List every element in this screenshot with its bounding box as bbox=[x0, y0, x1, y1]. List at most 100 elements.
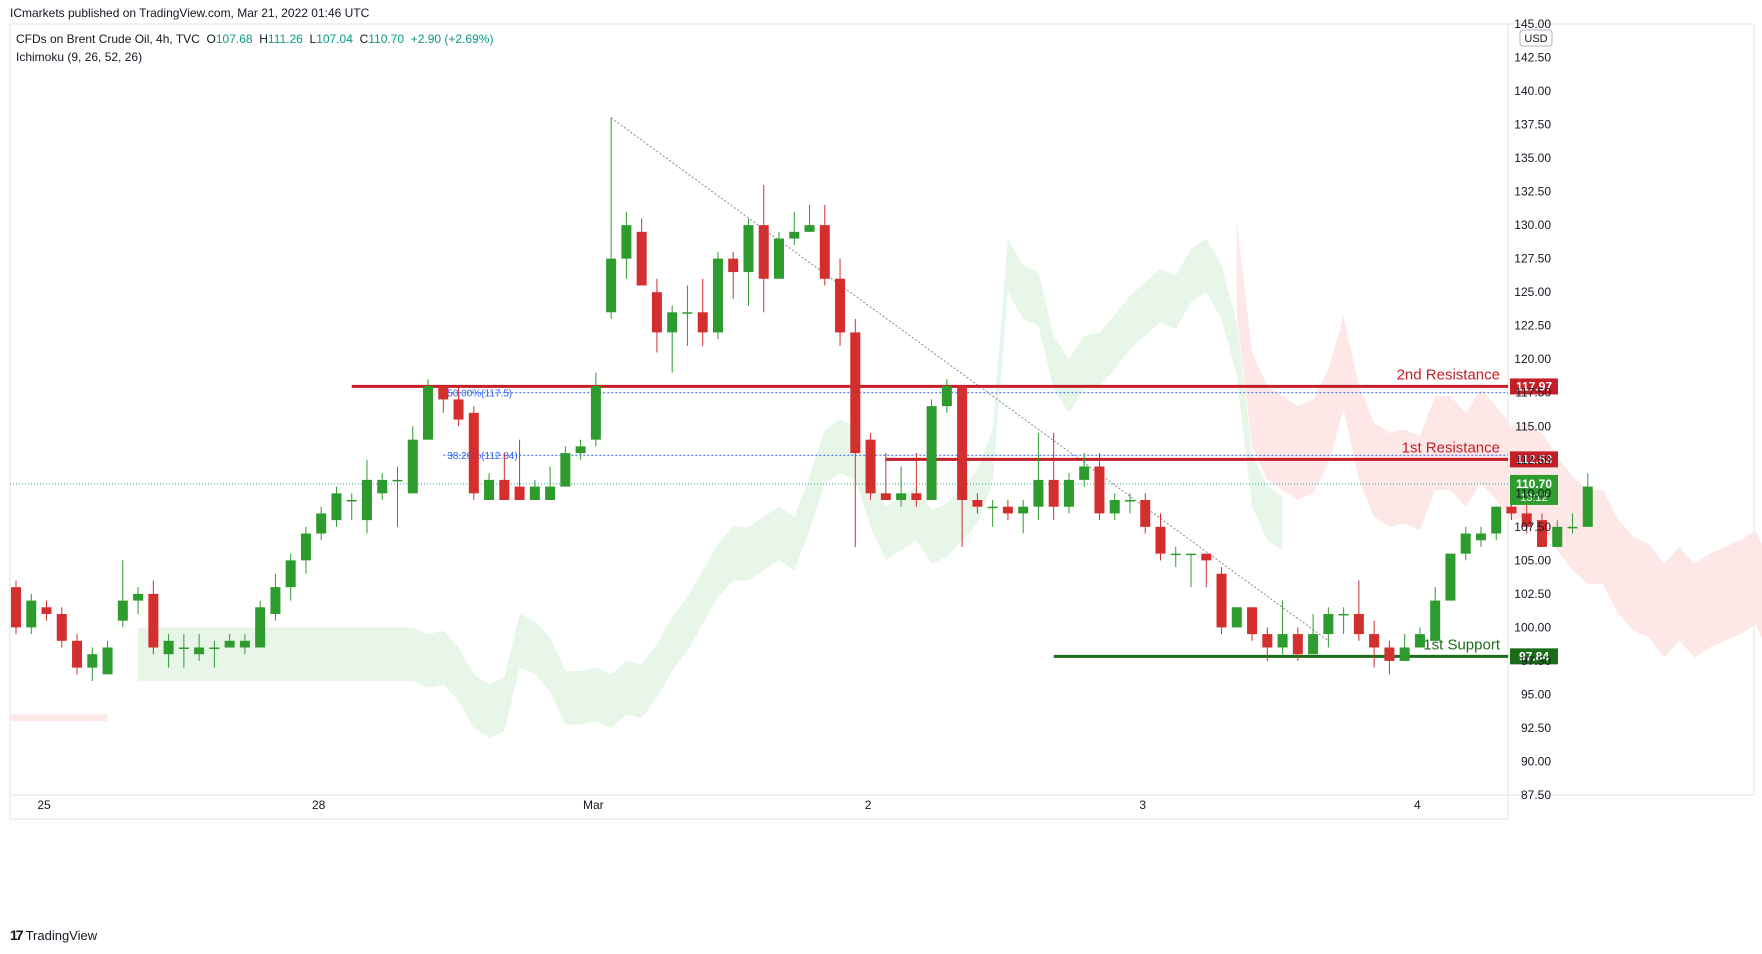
x-tick-label: 3 bbox=[1139, 798, 1146, 812]
candle-body bbox=[1445, 553, 1456, 601]
candle-body bbox=[850, 332, 861, 454]
candle bbox=[621, 211, 632, 279]
time-axis-frame bbox=[9, 794, 1509, 820]
candle-body bbox=[941, 386, 952, 407]
candle-body bbox=[957, 386, 968, 501]
y-tick-label: 135.00 bbox=[1514, 151, 1551, 165]
high-value: 111.26 bbox=[267, 32, 303, 46]
candle-body bbox=[1521, 513, 1532, 527]
candle bbox=[1247, 607, 1258, 641]
candle-body bbox=[423, 386, 434, 440]
x-tick-label: 25 bbox=[37, 798, 51, 812]
candle bbox=[1170, 546, 1181, 568]
fib-label: 38.20%(112.84) bbox=[447, 451, 517, 462]
candle bbox=[606, 117, 617, 319]
candle bbox=[1475, 526, 1486, 547]
candle bbox=[1292, 627, 1303, 661]
candle-body bbox=[1216, 573, 1227, 628]
candle bbox=[972, 493, 983, 514]
candle bbox=[1155, 513, 1166, 561]
tradingview-logo-icon: 17 bbox=[10, 927, 24, 943]
candle-body bbox=[682, 312, 693, 314]
y-tick-label: 115.00 bbox=[1515, 419, 1551, 433]
candle bbox=[789, 211, 800, 246]
candle-body bbox=[1369, 634, 1380, 648]
current-price-tag bbox=[1510, 474, 1558, 505]
candle-body bbox=[407, 439, 418, 494]
candle-body bbox=[758, 225, 769, 279]
candle bbox=[667, 305, 678, 373]
candle bbox=[392, 466, 403, 527]
level-price-label: 112.53 bbox=[1516, 452, 1552, 466]
candle bbox=[682, 285, 693, 346]
candle-body bbox=[621, 225, 632, 259]
candle bbox=[896, 466, 907, 507]
candle bbox=[1567, 513, 1578, 534]
candle-countdown-label: 13:12 bbox=[1520, 492, 1548, 504]
candle-body bbox=[102, 647, 113, 675]
candle-body bbox=[1002, 506, 1013, 514]
candle-body bbox=[209, 647, 220, 650]
candle bbox=[468, 406, 479, 501]
y-tick-label: 100.00 bbox=[1514, 620, 1551, 634]
candle-body bbox=[1323, 613, 1334, 635]
candle-body bbox=[133, 593, 144, 601]
candle-body bbox=[270, 587, 281, 614]
y-tick-label: 95.00 bbox=[1521, 687, 1551, 701]
candle bbox=[453, 386, 464, 427]
candle-body bbox=[239, 640, 250, 648]
currency-label: USD bbox=[1524, 33, 1547, 45]
candle bbox=[163, 634, 174, 668]
candle bbox=[1353, 580, 1364, 641]
y-tick-label: 87.50 bbox=[1521, 788, 1551, 802]
y-tick-label: 112.50 bbox=[1515, 453, 1551, 467]
candle-body bbox=[789, 231, 800, 239]
candle-body bbox=[87, 654, 98, 668]
candle-body bbox=[194, 647, 205, 655]
candle-body bbox=[1231, 607, 1242, 628]
candle bbox=[72, 634, 83, 675]
candle bbox=[133, 587, 144, 614]
candle-body bbox=[255, 607, 266, 648]
candle-body bbox=[575, 446, 586, 454]
change-value: +2.90 (+2.69%) bbox=[410, 32, 494, 46]
current-price-label: 110.70 bbox=[1516, 477, 1552, 491]
candle bbox=[423, 379, 434, 440]
candle-body bbox=[56, 613, 67, 641]
candle-body bbox=[285, 560, 296, 588]
y-tick-label: 97.50 bbox=[1521, 654, 1551, 668]
candle-body bbox=[26, 600, 37, 628]
level-price-label: 117.97 bbox=[1516, 379, 1552, 393]
candle-body bbox=[178, 647, 189, 650]
candle-body bbox=[896, 493, 907, 501]
candle-body bbox=[865, 439, 876, 494]
y-tick-label: 110.00 bbox=[1515, 486, 1551, 500]
candle-body bbox=[1292, 634, 1303, 655]
y-tick-label: 127.50 bbox=[1514, 252, 1551, 266]
high-label: H bbox=[259, 32, 268, 46]
candle bbox=[87, 647, 98, 682]
publisher-header: ICmarkets published on TradingView.com, … bbox=[10, 6, 370, 20]
candle-body bbox=[712, 258, 723, 333]
candle-body bbox=[911, 493, 922, 501]
candle bbox=[117, 560, 128, 628]
candle bbox=[1369, 620, 1380, 668]
candle bbox=[255, 600, 266, 648]
candle bbox=[1399, 634, 1410, 661]
candle bbox=[926, 399, 937, 501]
candle bbox=[1109, 493, 1120, 521]
x-tick-label: Mar bbox=[583, 798, 604, 812]
candle-body bbox=[1552, 526, 1563, 547]
candle-body bbox=[1537, 520, 1547, 547]
candle-body bbox=[804, 225, 815, 232]
indicator-legend: Ichimoku (9, 26, 52, 26) bbox=[16, 50, 143, 64]
candle bbox=[1186, 553, 1197, 588]
level-title: 1st Resistance bbox=[1402, 439, 1500, 456]
level-price-label: 97.84 bbox=[1519, 649, 1549, 663]
candle bbox=[1582, 473, 1593, 527]
y-tick-label: 102.50 bbox=[1514, 587, 1551, 601]
candle bbox=[1460, 526, 1471, 561]
candle bbox=[270, 573, 281, 621]
y-tick-label: 90.00 bbox=[1521, 754, 1551, 768]
